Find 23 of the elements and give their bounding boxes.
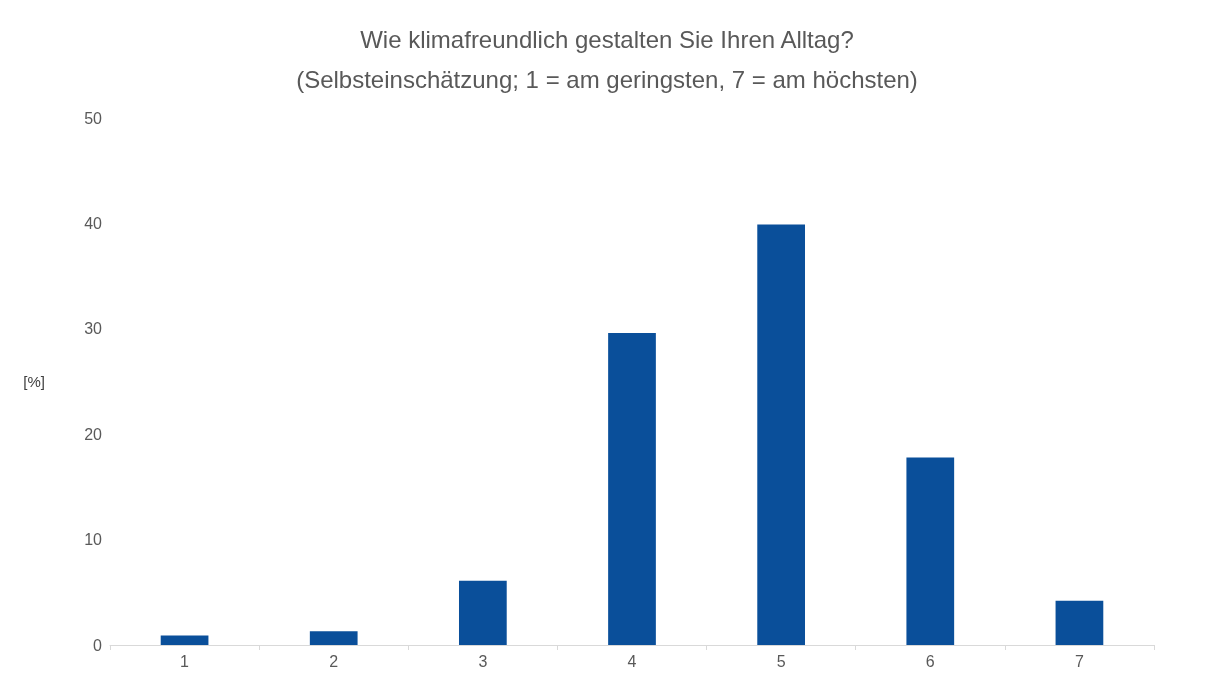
chart-title: Wie klimafreundlich gestalten Sie Ihren Alltag? xyxy=(360,25,854,53)
x-tick-label: 7 xyxy=(1074,652,1084,670)
y-tick-label: 20 xyxy=(84,425,103,443)
x-tick-label: 3 xyxy=(478,652,488,670)
x-tick-label: 5 xyxy=(776,652,786,670)
bar xyxy=(906,457,955,645)
x-tick-label: 4 xyxy=(627,652,637,670)
y-tick-label: 50 xyxy=(84,109,103,127)
y-tick-label: 30 xyxy=(84,320,103,338)
y-tick-label: 0 xyxy=(93,636,103,654)
y-axis-title: [%] xyxy=(23,373,45,390)
y-tick-label: 10 xyxy=(84,531,103,549)
bar xyxy=(608,333,656,645)
y-tick-label: 40 xyxy=(84,214,103,232)
bar xyxy=(757,224,806,645)
x-tick-label: 1 xyxy=(180,652,190,670)
bar xyxy=(1055,600,1104,645)
x-tick-label: 6 xyxy=(925,652,935,670)
bar xyxy=(160,635,209,645)
bar xyxy=(458,580,507,645)
chart-subtitle: (Selbsteinschätzung; 1 = am geringsten, 7 = am höchsten) xyxy=(296,65,918,93)
bar xyxy=(309,631,358,645)
x-tick-label: 2 xyxy=(329,652,339,670)
